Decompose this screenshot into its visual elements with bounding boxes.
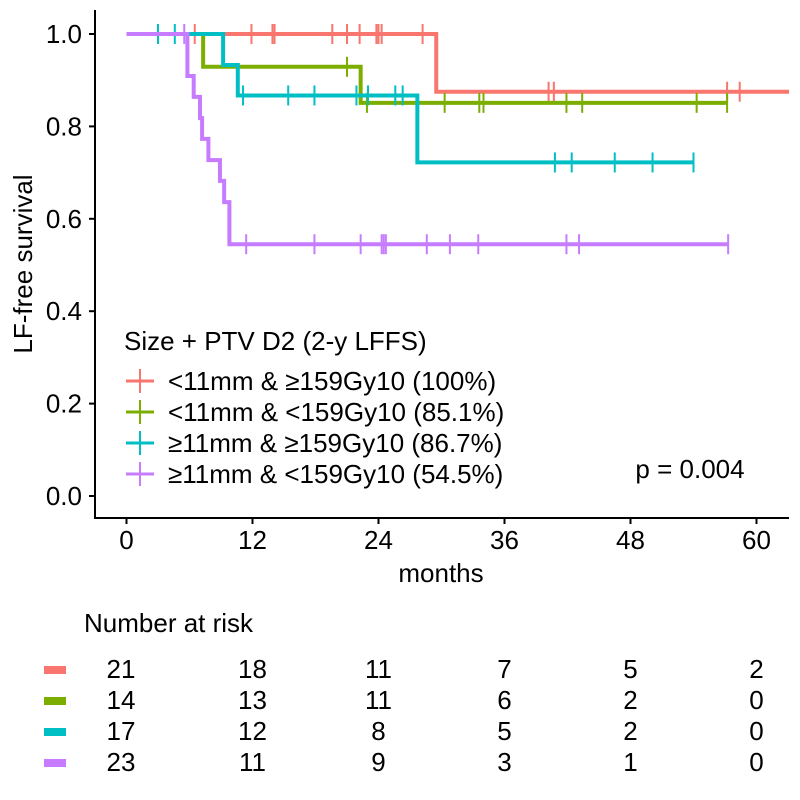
risk-count: 6 xyxy=(497,685,511,715)
survival-curves xyxy=(126,24,790,255)
survival-curve-line xyxy=(126,32,790,94)
x-tick-label: 60 xyxy=(742,525,771,555)
risk-count: 1 xyxy=(623,747,637,777)
risk-row-color-key xyxy=(44,728,66,736)
x-tick-label: 36 xyxy=(490,525,519,555)
risk-count: 17 xyxy=(107,716,136,746)
y-tick-label: 0.8 xyxy=(46,111,82,141)
legend-entry: ≥11mm & ≥159Gy10 (86.7%) xyxy=(126,428,502,458)
risk-table-row: 23 11 9 3 1 0 xyxy=(44,747,764,777)
risk-count: 11 xyxy=(365,685,392,715)
risk-row-color-key xyxy=(44,759,66,767)
risk-count: 23 xyxy=(107,747,136,777)
x-tick-label: 12 xyxy=(238,525,267,555)
risk-count: 9 xyxy=(371,747,385,777)
risk-count: 0 xyxy=(749,685,763,715)
risk-table-row: 21 18 11 7 5 2 xyxy=(44,654,764,684)
x-tick-label: 48 xyxy=(616,525,645,555)
series-1 xyxy=(126,24,790,102)
risk-count: 5 xyxy=(497,716,511,746)
series-2 xyxy=(126,32,729,113)
risk-table-title: Number at risk xyxy=(84,608,254,638)
risk-count: 12 xyxy=(238,716,267,746)
x-axis-label: months xyxy=(398,558,483,588)
p-value-annotation: p = 0.004 xyxy=(635,454,744,484)
y-tick-label: 0.4 xyxy=(46,296,82,326)
risk-count: 2 xyxy=(749,654,763,684)
x-tick-label: 0 xyxy=(119,525,133,555)
risk-count: 2 xyxy=(623,716,637,746)
legend-entry: <11mm & ≥159Gy10 (100%) xyxy=(126,366,496,396)
risk-count: 0 xyxy=(749,716,763,746)
y-tick-label: 0.6 xyxy=(46,204,82,234)
survival-curve-line xyxy=(126,32,694,165)
x-tick-label: 24 xyxy=(364,525,393,555)
risk-row-color-key xyxy=(44,666,66,674)
survival-curve-line xyxy=(126,32,729,247)
risk-count: 8 xyxy=(371,716,385,746)
risk-count: 13 xyxy=(238,685,267,715)
legend: Size + PTV D2 (2-y LFFS) <11mm & ≥159Gy1… xyxy=(124,326,504,489)
y-tick-label: 1.0 xyxy=(46,19,82,49)
risk-table-row: 14 13 11 6 2 0 xyxy=(44,685,764,715)
legend-label: <11mm & <159Gy10 (85.1%) xyxy=(168,397,504,427)
series-3 xyxy=(126,24,695,173)
y-tick-label: 0.0 xyxy=(46,481,82,511)
risk-count: 14 xyxy=(107,685,136,715)
x-ticks: 0 12 24 36 48 60 xyxy=(119,518,771,555)
risk-count: 5 xyxy=(623,654,637,684)
risk-count: 2 xyxy=(623,685,637,715)
legend-label: ≥11mm & <159Gy10 (54.5%) xyxy=(168,459,503,489)
y-axis-label: LF-free survival xyxy=(8,174,38,353)
risk-count: 21 xyxy=(107,654,136,684)
legend-label: <11mm & ≥159Gy10 (100%) xyxy=(168,366,496,396)
y-tick-label: 0.2 xyxy=(46,389,82,419)
legend-title: Size + PTV D2 (2-y LFFS) xyxy=(124,326,427,356)
risk-count: 3 xyxy=(497,747,511,777)
risk-count: 11 xyxy=(365,654,392,684)
risk-count: 18 xyxy=(238,654,267,684)
series-4 xyxy=(126,24,730,255)
risk-count: 11 xyxy=(239,747,266,777)
risk-table-row: 17 12 8 5 2 0 xyxy=(44,716,764,746)
legend-entry: <11mm & <159Gy10 (85.1%) xyxy=(126,397,504,427)
legend-label: ≥11mm & ≥159Gy10 (86.7%) xyxy=(168,428,502,458)
risk-count: 7 xyxy=(497,654,511,684)
y-ticks: 0.0 0.2 0.4 0.6 0.8 1.0 xyxy=(46,19,95,511)
risk-table: Number at risk 21 18 11 7 5 214 13 11 6 2 017 12 8 5 2… xyxy=(44,608,764,777)
legend-entry: ≥11mm & <159Gy10 (54.5%) xyxy=(126,459,503,489)
risk-row-color-key xyxy=(44,697,66,705)
risk-count: 0 xyxy=(749,747,763,777)
